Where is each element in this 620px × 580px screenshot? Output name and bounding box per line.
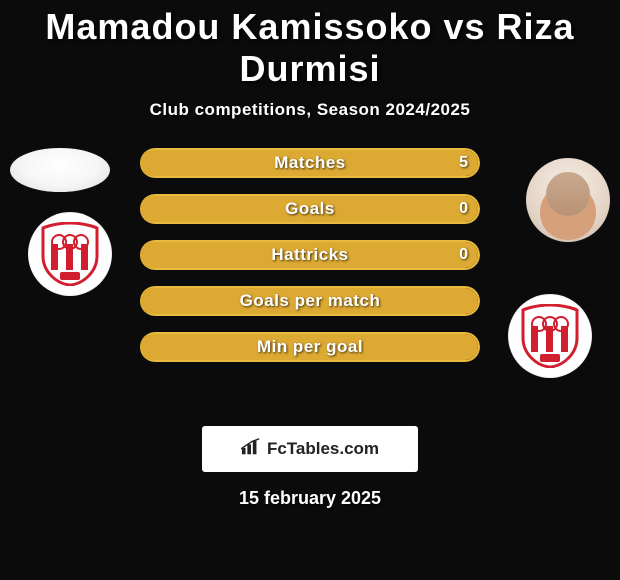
watermark-text: FcTables.com [267,439,379,459]
stat-row: Goals0 [140,194,480,224]
player-right-avatar [526,158,610,242]
player-right-club-logo [508,294,592,378]
comparison-panel: Matches5Goals0Hattricks0Goals per matchM… [0,148,620,408]
stat-value-right: 0 [459,200,468,218]
comparison-date: 15 february 2025 [0,488,620,509]
stat-row: Matches5 [140,148,480,178]
stat-label: Hattricks [140,245,480,265]
stat-row: Hattricks0 [140,240,480,270]
stat-row: Goals per match [140,286,480,316]
player-left-club-logo [28,212,112,296]
stat-label: Matches [140,153,480,173]
bar-chart-icon [241,438,261,461]
stat-label: Goals per match [140,291,480,311]
player-left-avatar [10,148,110,192]
club-shield-icon [41,222,99,286]
stat-label: Min per goal [140,337,480,357]
stat-value-right: 0 [459,246,468,264]
stat-row: Min per goal [140,332,480,362]
page-subtitle: Club competitions, Season 2024/2025 [0,100,620,120]
club-shield-icon [521,304,579,368]
watermark-badge: FcTables.com [202,426,418,472]
stat-label: Goals [140,199,480,219]
stat-value-right: 5 [459,154,468,172]
stat-bars: Matches5Goals0Hattricks0Goals per matchM… [140,148,480,378]
page-title: Mamadou Kamissoko vs Riza Durmisi [0,0,620,90]
